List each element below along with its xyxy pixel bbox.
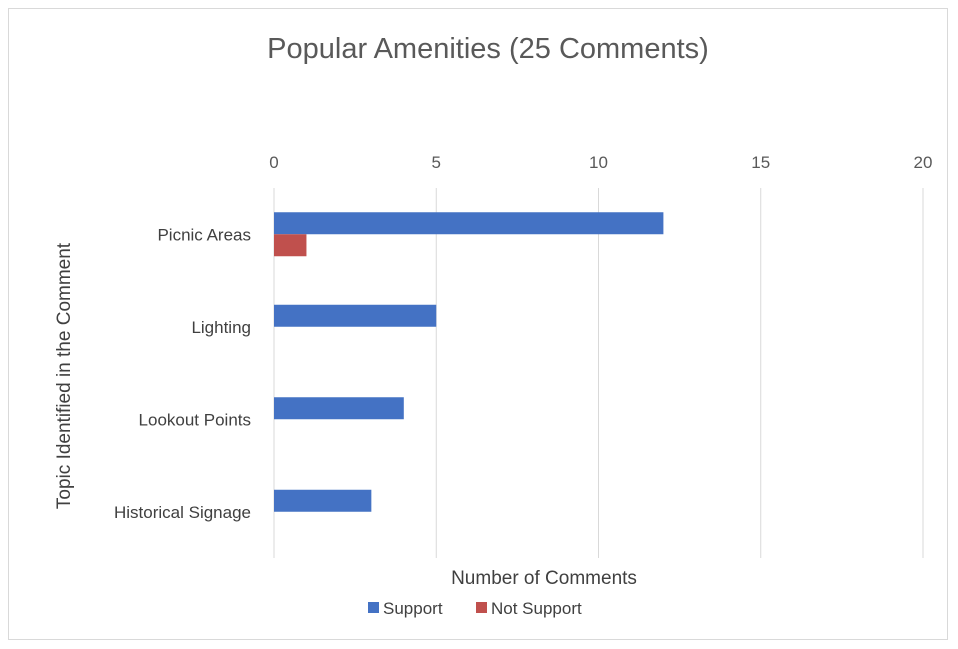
legend-swatch-1 — [476, 602, 487, 613]
bar-support-1 — [274, 304, 437, 327]
x-tick-label-0: 0 — [269, 153, 278, 172]
x-tick-labels: 0 5 10 15 20 — [269, 153, 932, 172]
bar-support-0 — [274, 212, 664, 235]
legend-label-0: Support — [383, 599, 443, 618]
y-axis-title: Topic Identified in the Comment — [54, 242, 75, 509]
category-label-0: Picnic Areas — [157, 225, 251, 244]
legend: Support Not Support — [368, 599, 582, 618]
category-label-3: Historical Signage — [114, 503, 251, 522]
bar-not-support-0 — [274, 234, 307, 257]
legend-swatch-0 — [368, 602, 379, 613]
x-tick-label-3: 15 — [751, 153, 770, 172]
x-axis-title: Number of Comments — [451, 568, 637, 589]
category-label-2: Lookout Points — [139, 410, 251, 429]
chart-frame — [8, 8, 948, 640]
x-tick-label-4: 20 — [914, 153, 933, 172]
category-labels: Picnic Areas Lighting Lookout Points Histor… — [114, 225, 251, 522]
legend-label-1: Not Support — [491, 599, 582, 618]
x-tick-label-2: 10 — [589, 153, 608, 172]
bars — [274, 212, 664, 512]
bar-support-3 — [274, 489, 372, 512]
category-label-1: Lighting — [191, 318, 251, 337]
bar-support-2 — [274, 397, 404, 420]
chart-title: Popular Amenities (25 Comments) — [267, 33, 709, 65]
x-tick-label-1: 5 — [432, 153, 441, 172]
